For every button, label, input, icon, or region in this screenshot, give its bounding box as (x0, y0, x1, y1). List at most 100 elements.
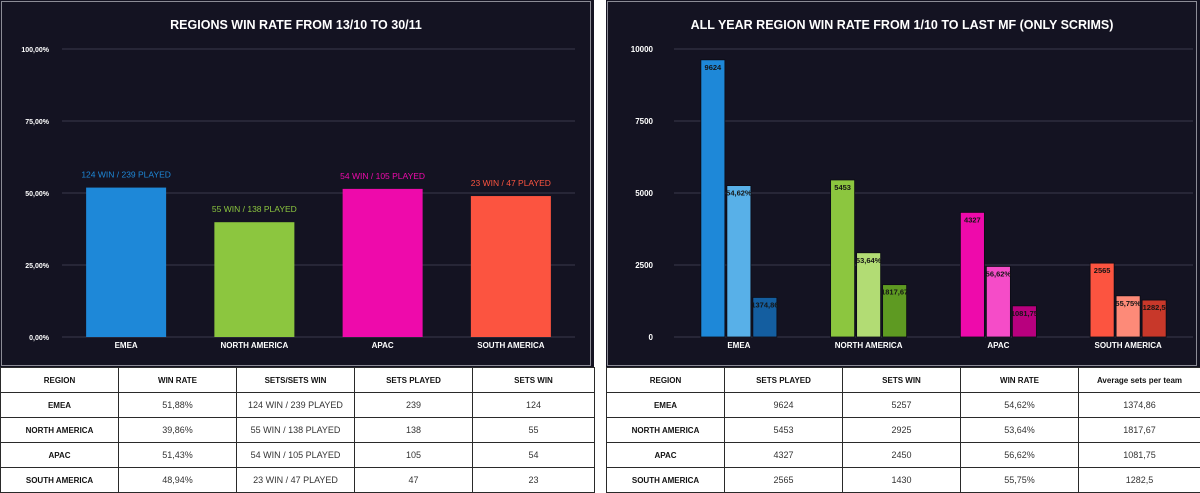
header-region: REGION (1, 368, 119, 393)
y-tick-label: 10000 (631, 45, 654, 54)
table-cell: 4327 (725, 443, 843, 468)
header-average-sets-per-team: Average sets per team (1079, 368, 1200, 393)
table-cell: 5257 (843, 393, 961, 418)
table-cell: 1430 (843, 468, 961, 493)
header-sets-played: SETS PLAYED (725, 368, 843, 393)
bar-data-label: 2565 (1094, 266, 1111, 275)
table-cell: 138 (355, 418, 473, 443)
left-data-table: REGION WIN RATE SETS/SETS WIN SETS PLAYE… (0, 367, 595, 493)
table-row: APAC 4327 2450 56,62% 1081,75 (607, 443, 1200, 468)
table-cell: 54 WIN / 105 PLAYED (237, 443, 355, 468)
right-chart: ALL YEAR REGION WIN RATE FROM 1/10 TO LA… (607, 1, 1197, 366)
table-cell: 1081,75 (1079, 443, 1200, 468)
y-tick-label: 25,00% (25, 263, 50, 270)
table-cell: 55,75% (961, 468, 1079, 493)
table-cell: 54 (473, 443, 595, 468)
table-cell: 1817,67 (1079, 418, 1200, 443)
table-cell: 55 (473, 418, 595, 443)
header-sets-win: SETS WIN (473, 368, 595, 393)
bar (214, 222, 294, 337)
bar-data-label: 56,62% (986, 269, 1012, 278)
bar (727, 186, 751, 337)
table-cell: APAC (607, 443, 725, 468)
bar (831, 180, 855, 337)
y-tick-label: 100,00% (21, 47, 49, 54)
bar-data-label: 55,75% (1115, 299, 1141, 308)
table-cell: NORTH AMERICA (607, 418, 725, 443)
right-panel: ALL YEAR REGION WIN RATE FROM 1/10 TO LA… (606, 0, 1200, 488)
y-tick-label: 50,00% (25, 191, 50, 198)
right-grouped-bar-chart: 025005000750010000962454,62%1374,86EMEA5… (608, 2, 1198, 367)
table-cell: SOUTH AMERICA (1, 468, 119, 493)
table-header-row: REGION WIN RATE SETS/SETS WIN SETS PLAYE… (1, 368, 595, 393)
table-cell: 2925 (843, 418, 961, 443)
y-tick-label: 0 (649, 333, 654, 342)
bar (86, 188, 166, 337)
table-cell: 56,62% (961, 443, 1079, 468)
table-cell: 23 (473, 468, 595, 493)
header-sets-sets-win: SETS/SETS WIN (237, 368, 355, 393)
table-cell: 23 WIN / 47 PLAYED (237, 468, 355, 493)
x-tick-label: SOUTH AMERICA (477, 341, 544, 350)
table-cell: 239 (355, 393, 473, 418)
header-sets-win: SETS WIN (843, 368, 961, 393)
header-win-rate: WIN RATE (119, 368, 237, 393)
y-tick-label: 5000 (635, 189, 653, 198)
bar (471, 196, 551, 337)
x-tick-label: EMEA (115, 341, 138, 350)
table-row: SOUTH AMERICA 48,94% 23 WIN / 47 PLAYED … (1, 468, 595, 493)
x-tick-label: SOUTH AMERICA (1094, 341, 1161, 350)
table-cell: 55 WIN / 138 PLAYED (237, 418, 355, 443)
x-tick-label: NORTH AMERICA (221, 341, 289, 350)
left-bar-chart: 0,00% 25,00% 50,00% 75,00% 100,00% 124 WIN / … (2, 2, 592, 367)
left-panel: REGIONS WIN RATE FROM 13/10 TO 30/11 0,0… (0, 0, 594, 488)
table-cell: 39,86% (119, 418, 237, 443)
bar-data-label: 1374,86 (751, 300, 778, 309)
table-cell: NORTH AMERICA (1, 418, 119, 443)
bar (343, 189, 423, 337)
table-cell: EMEA (607, 393, 725, 418)
table-cell: 124 WIN / 239 PLAYED (237, 393, 355, 418)
x-tick-label: APAC (987, 341, 1009, 350)
bar-data-label: 54,62% (726, 189, 752, 198)
bar-data-label: 124 WIN / 239 PLAYED (81, 170, 171, 180)
table-cell: 2450 (843, 443, 961, 468)
header-sets-played: SETS PLAYED (355, 368, 473, 393)
bar-data-label: 5453 (834, 183, 851, 192)
bar-data-label: 54 WIN / 105 PLAYED (340, 171, 425, 181)
header-win-rate: WIN RATE (961, 368, 1079, 393)
bar-data-label: 4327 (964, 215, 981, 224)
table-cell: 2565 (725, 468, 843, 493)
bar-data-label: 53,64% (856, 256, 882, 265)
table-cell: 48,94% (119, 468, 237, 493)
table-cell: 1374,86 (1079, 393, 1200, 418)
y-tick-label: 2500 (635, 261, 653, 270)
right-data-table: REGION SETS PLAYED SETS WIN WIN RATE Ave… (606, 367, 1200, 493)
bar-data-label: 1081,75 (1011, 309, 1038, 318)
table-row: NORTH AMERICA 39,86% 55 WIN / 138 PLAYED… (1, 418, 595, 443)
table-row: SOUTH AMERICA 2565 1430 55,75% 1282,5 (607, 468, 1200, 493)
y-tick-label: 7500 (635, 117, 653, 126)
bar (701, 60, 725, 337)
table-cell: 51,43% (119, 443, 237, 468)
bar (857, 253, 881, 337)
table-row: NORTH AMERICA 5453 2925 53,64% 1817,67 (607, 418, 1200, 443)
table-header-row: REGION SETS PLAYED SETS WIN WIN RATE Ave… (607, 368, 1200, 393)
bar-data-label: 23 WIN / 47 PLAYED (471, 178, 551, 188)
y-tick-label: 0,00% (29, 335, 50, 342)
bar-data-label: 55 WIN / 138 PLAYED (212, 204, 297, 214)
x-tick-label: EMEA (727, 341, 750, 350)
table-cell: 1282,5 (1079, 468, 1200, 493)
table-row: EMEA 51,88% 124 WIN / 239 PLAYED 239 124 (1, 393, 595, 418)
table-cell: 47 (355, 468, 473, 493)
left-chart: REGIONS WIN RATE FROM 13/10 TO 30/11 0,0… (1, 1, 591, 366)
bar-data-label: 1282,5 (1143, 303, 1166, 312)
bar-data-label: 1817,67 (881, 288, 908, 297)
table-row: APAC 51,43% 54 WIN / 105 PLAYED 105 54 (1, 443, 595, 468)
table-cell: 54,62% (961, 393, 1079, 418)
header-region: REGION (607, 368, 725, 393)
table-cell: 105 (355, 443, 473, 468)
y-tick-label: 75,00% (25, 119, 50, 126)
table-cell: 9624 (725, 393, 843, 418)
table-cell: SOUTH AMERICA (607, 468, 725, 493)
